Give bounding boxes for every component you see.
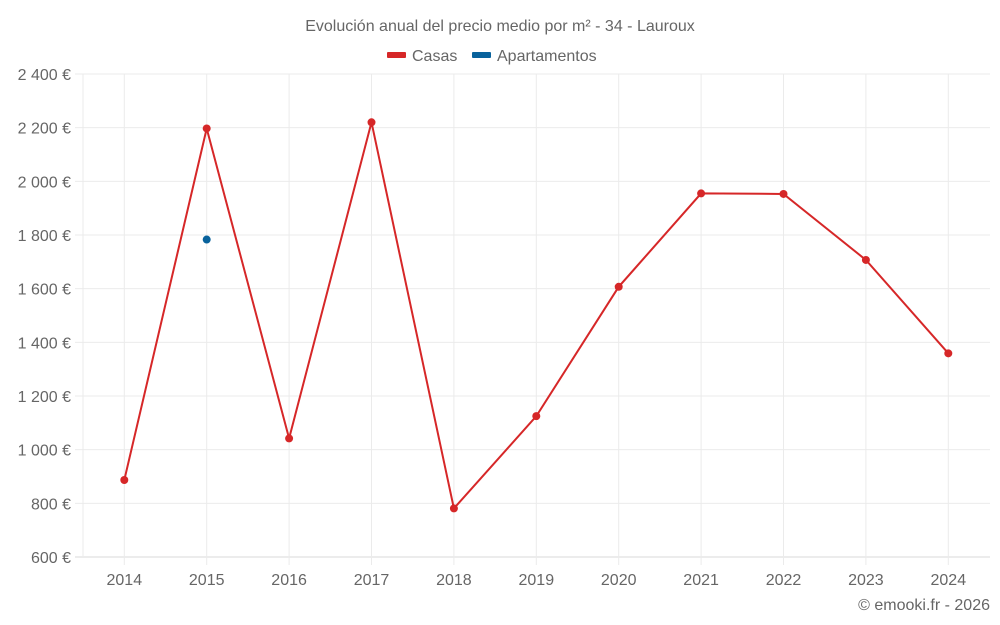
- data-point[interactable]: [120, 475, 129, 484]
- x-tick-label: 2022: [766, 572, 802, 589]
- data-point[interactable]: [532, 412, 541, 421]
- chart-title: Evolución anual del precio medio por m² …: [305, 18, 695, 35]
- data-point[interactable]: [367, 118, 376, 127]
- x-tick-label: 2024: [931, 572, 967, 589]
- data-point[interactable]: [449, 504, 458, 513]
- legend-label: Casas: [412, 48, 457, 65]
- x-tick-label: 2023: [848, 572, 884, 589]
- y-tick-label: 1 600 €: [18, 282, 71, 299]
- y-axis: 600 € 800 € 1 000 € 1 200 € 1 400 € 1 600 € 1 …: [18, 67, 71, 567]
- data-point[interactable]: [202, 124, 211, 133]
- grid: [75, 73, 990, 565]
- x-tick-label: 2020: [601, 572, 637, 589]
- y-tick-label: 1 000 €: [18, 443, 71, 460]
- data-point[interactable]: [202, 235, 211, 244]
- x-axis: 2014 2015 2016 2017 2018 2019 2020 2021 2022 2023…: [107, 572, 967, 589]
- data-point[interactable]: [861, 255, 870, 264]
- x-tick-label: 2017: [354, 572, 390, 589]
- x-tick-label: 2016: [271, 572, 307, 589]
- y-tick-label: 2 400 €: [18, 67, 71, 84]
- legend-item-apartamentos[interactable]: Apartamentos: [472, 48, 597, 65]
- series-layer: [120, 118, 953, 513]
- x-tick-label: 2021: [683, 572, 719, 589]
- series-casas: [120, 118, 953, 513]
- x-tick-label: 2019: [519, 572, 555, 589]
- legend-swatch-icon: [387, 52, 406, 58]
- y-tick-label: 600 €: [31, 550, 71, 567]
- data-point[interactable]: [285, 434, 294, 443]
- x-tick-label: 2015: [189, 572, 225, 589]
- y-tick-label: 2 000 €: [18, 174, 71, 191]
- x-tick-label: 2018: [436, 572, 472, 589]
- legend-swatch-icon: [472, 52, 491, 58]
- y-tick-label: 1 400 €: [18, 335, 71, 352]
- data-point[interactable]: [697, 189, 706, 198]
- series-apartamentos: [202, 235, 211, 244]
- data-point[interactable]: [779, 189, 788, 198]
- x-tick-label: 2014: [107, 572, 143, 589]
- legend-label: Apartamentos: [497, 48, 597, 65]
- y-tick-label: 800 €: [31, 496, 71, 513]
- data-point[interactable]: [614, 282, 623, 291]
- y-tick-label: 1 800 €: [18, 228, 71, 245]
- y-tick-label: 2 200 €: [18, 121, 71, 138]
- copyright-credit: © emooki.fr - 2026: [858, 597, 990, 614]
- y-tick-label: 1 200 €: [18, 389, 71, 406]
- legend-item-casas[interactable]: Casas: [387, 48, 457, 65]
- data-point[interactable]: [944, 349, 953, 358]
- legend: Casas Apartamentos: [387, 48, 597, 65]
